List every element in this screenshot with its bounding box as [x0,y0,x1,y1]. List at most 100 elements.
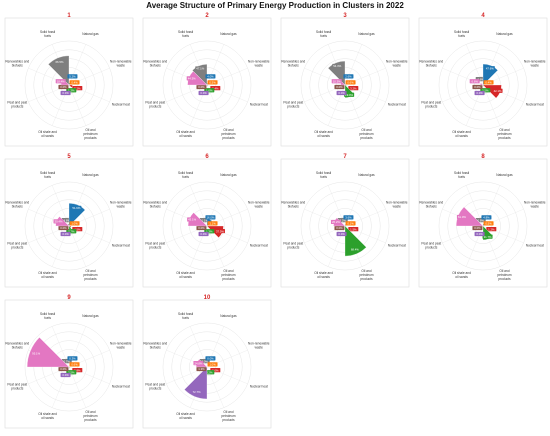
category-label-peat-and-peat-products: Peat and peat products [7,383,27,391]
category-label-peat-and-peat-products: Peat and peat products [145,242,165,250]
value-label-box [60,372,71,378]
value-label-box [58,366,69,372]
panel-frame [4,158,134,288]
value-label-box [469,79,480,84]
category-label-nuclear-heat: Nuclear heat [112,244,130,248]
value-label-box [348,86,359,91]
value-label-box [214,228,225,234]
value-label-non-renewable-waste: 1.0% [71,222,78,226]
category-label-solid-fossil-fuels: Solid fossil fuels [178,30,194,38]
category-label-oil-and-petroleum-products: Oil and petroleum products [83,128,98,140]
grid-ring [300,181,390,271]
category-label-oil-and-petroleum-products: Oil and petroleum products [83,410,98,422]
panel-frame [418,17,548,147]
category-label-nuclear-heat: Nuclear heat [112,103,130,107]
category-label-peat-and-peat-products: Peat and peat products [145,383,165,391]
value-label-box [205,356,216,361]
grid-ring [318,58,372,112]
panel-frame [142,17,272,147]
value-label-box [186,76,197,81]
value-label-box [343,74,354,79]
grid-ring [24,322,114,412]
value-label-box [207,80,218,85]
category-label-renewables-and-biofuels: Renewables and biofuels [5,59,29,67]
panel-title: 10 [204,295,211,301]
value-label-box [334,225,345,231]
value-label-box [492,88,503,93]
value-label-nuclear-heat: 4.5% [74,227,81,231]
value-label-box [67,356,78,361]
panel-title: 4 [481,13,485,19]
value-label-oil-shale-and-oil-sands: 0.0% [200,232,207,236]
value-label-non-renewable-waste: 1.1% [209,222,216,226]
value-label-oil-shale-and-oil-sands: 0.0% [62,232,69,236]
value-label-box [69,362,80,367]
value-label-oil-and-petroleum-products: 29.0% [345,93,353,97]
value-label-renewables-and-biofuels: 43.1% [188,218,196,222]
value-label-solid-fossil-fuels: 0.2% [340,218,347,222]
chart-panel-4: 4 Solid fossil fuels Natural gas Non-renewab… [418,13,548,147]
value-label-oil-and-petroleum-products: 2.5% [482,88,489,92]
grid-ring [447,190,519,262]
value-label-peat-and-peat-products: 0.0% [474,226,481,230]
chart-panel-6: 6 Solid fossil fuels Natural gas Non-renewab… [142,154,272,288]
value-label-renewables-and-biofuels: 24.8% [194,361,202,365]
value-label-box [69,221,80,226]
grid-ring [162,40,252,130]
category-label-renewables-and-biofuels: Renewables and biofuels [419,59,443,67]
chart-panel-3: 3 Solid fossil fuels Natural gas Non-renewab… [280,13,410,147]
panel-title: 7 [343,154,347,160]
category-label-peat-and-peat-products: Peat and peat products [7,242,27,250]
category-label-oil-and-petroleum-products: Oil and petroleum products [83,269,98,281]
category-label-solid-fossil-fuels: Solid fossil fuels [40,30,56,38]
value-label-box [332,63,343,69]
chart-panel-1: 1 Solid fossil fuels Natural gas Non-renewab… [4,13,134,147]
grid-ring [180,199,234,253]
value-label-natural-gas: 4.0% [207,75,214,79]
value-label-oil-and-petroleum-products: 68.4% [351,248,359,252]
category-label-nuclear-heat: Nuclear heat [250,385,268,389]
value-label-natural-gas: 2.6% [345,75,352,79]
value-label-box [486,227,497,232]
value-label-box [207,362,218,367]
value-label-oil-and-petroleum-products: 7.7% [68,229,75,233]
value-label-box [69,80,80,85]
grid-ring [456,58,510,112]
category-label-natural-gas: Natural gas [220,32,237,36]
value-label-non-renewable-waste: 0.1% [347,222,354,226]
category-label-nuclear-heat: Nuclear heat [250,244,268,248]
category-label-non-renewable-waste: Non-renewable waste [386,59,408,67]
grid-ring [180,58,234,112]
value-label-box [191,389,202,394]
value-label-oil-and-petroleum-products: 0.2% [206,370,213,374]
value-label-box [345,80,356,85]
value-label-box [187,217,198,222]
value-label-box [60,90,71,96]
category-label-non-renewable-waste: Non-renewable waste [248,341,270,349]
value-label-box [196,84,207,90]
panel-frame [280,17,410,147]
value-label-solid-fossil-fuels: 66.5% [56,60,64,64]
value-label-box [474,231,485,237]
panel-frame [142,299,272,429]
chart-panel-10: 10 Solid fossil fuels Natural gas Non-renewa… [142,295,272,429]
category-label-oil-and-petroleum-products: Oil and petroleum products [359,128,374,140]
value-label-oil-shale-and-oil-sands: 0.0% [476,232,483,236]
category-label-natural-gas: Natural gas [82,314,99,318]
category-label-nuclear-heat: Nuclear heat [388,244,406,248]
value-label-box [53,219,64,224]
category-label-oil-shale-and-oil-sands: Oil shale and oil sands [38,130,57,138]
value-label-box [198,90,209,96]
category-label-peat-and-peat-products: Peat and peat products [7,101,27,109]
value-label-nuclear-heat: 3.2% [350,86,357,90]
panel-title: 9 [67,295,71,301]
category-label-oil-shale-and-oil-sands: Oil shale and oil sands [176,130,195,138]
value-label-natural-gas: 51.6% [72,206,80,210]
wedge-oil-and-petroleum-products [482,84,484,87]
category-label-oil-and-petroleum-products: Oil and petroleum products [359,269,374,281]
grid-ring [162,322,252,412]
category-label-nuclear-heat: Nuclear heat [388,103,406,107]
category-label-non-renewable-waste: Non-renewable waste [110,200,132,208]
category-label-solid-fossil-fuels: Solid fossil fuels [178,171,194,179]
value-label-peat-and-peat-products: 0.0% [474,85,481,89]
